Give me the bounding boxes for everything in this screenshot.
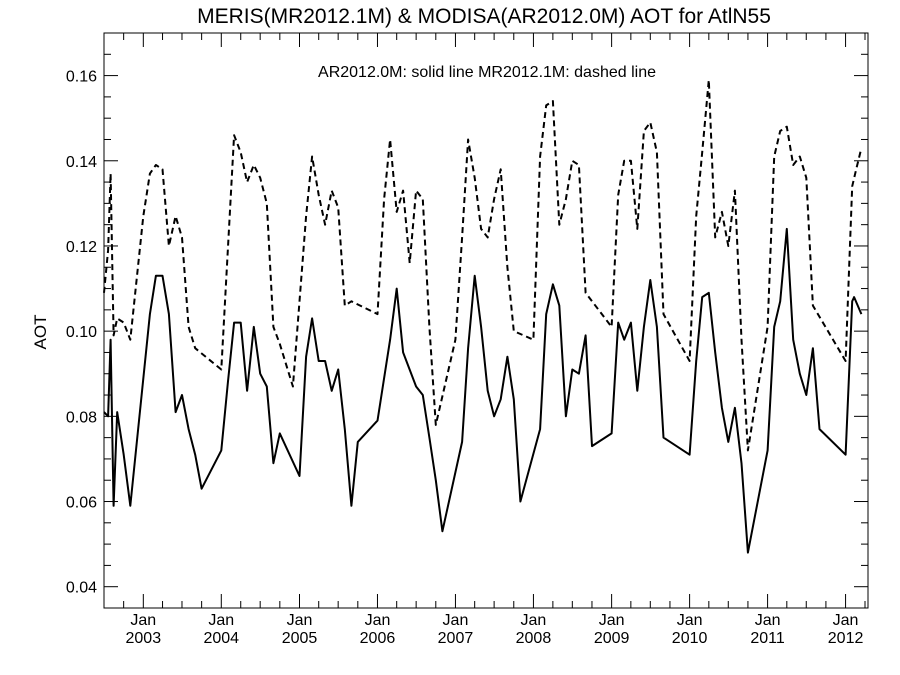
series-line-dashed-mr2012-1m (103, 78, 863, 452)
chart-title: MERIS(MR2012.1M) & MODISA(AR2012.0M) AOT… (197, 5, 771, 28)
y-tick-label: 0.16 (66, 69, 97, 86)
x-tick-label-month: Jan (833, 612, 859, 629)
x-tick-label-year: 2010 (672, 630, 708, 647)
line-style-annotation: AR2012.0M: solid line MR2012.1M: dashed … (318, 64, 656, 81)
x-tick-label-year: 2003 (126, 630, 162, 647)
x-tick-label-month: Jan (365, 612, 391, 629)
x-tick-label-month: Jan (755, 612, 781, 629)
y-tick-label: 0.12 (66, 239, 97, 256)
x-tick-label-month: Jan (287, 612, 313, 629)
x-tick-label-month: Jan (130, 612, 156, 629)
x-tick-label-month: Jan (443, 612, 469, 629)
y-tick-label: 0.14 (66, 154, 97, 171)
series-line-solid-ar2012-0m (103, 227, 863, 554)
y-tick-label: 0.08 (66, 409, 97, 426)
y-tick-label: 0.04 (66, 580, 97, 597)
x-tick-label-year: 2008 (516, 630, 552, 647)
y-tick-label: 0.06 (66, 495, 97, 512)
x-tick-label-year: 2009 (594, 630, 630, 647)
x-tick-label-month: Jan (521, 612, 547, 629)
x-tick-label-year: 2004 (203, 630, 239, 647)
plot-area: 0.040.060.080.100.120.140.16Jan2003Jan20… (66, 32, 869, 647)
x-tick-label-year: 2007 (438, 630, 474, 647)
x-tick-label-month: Jan (677, 612, 703, 629)
x-tick-label-year: 2011 (750, 630, 785, 647)
x-tick-label-year: 2006 (360, 630, 396, 647)
y-tick-label: 0.10 (66, 324, 97, 341)
x-tick-label-year: 2005 (282, 630, 318, 647)
plot-frame (103, 32, 869, 609)
x-tick-label-year: 2012 (828, 630, 864, 647)
x-tick-label-month: Jan (599, 612, 625, 629)
x-tick-label-month: Jan (208, 612, 234, 629)
y-axis-label: AOT (31, 315, 50, 350)
